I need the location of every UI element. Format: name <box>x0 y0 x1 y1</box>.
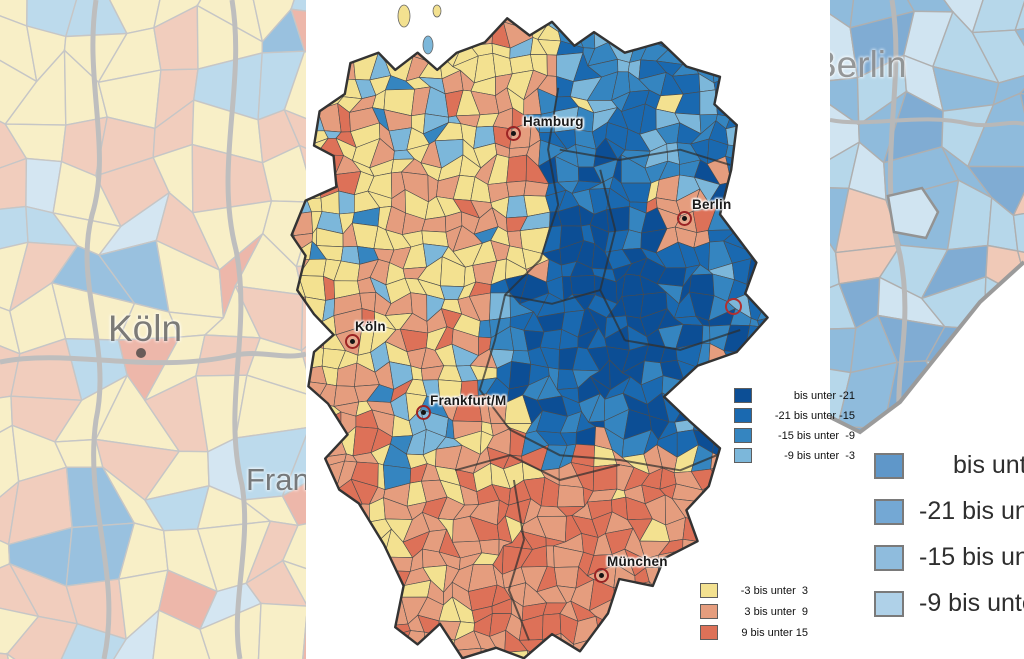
zoom-legend-row: bis unter -21 <box>874 451 1024 479</box>
zoom-legend-swatch <box>874 590 904 617</box>
legend-swatch <box>700 583 718 598</box>
legend-swatch <box>734 448 752 463</box>
left-panel-city-dot-icon <box>136 348 146 358</box>
zoom-legend-row: -9 bis unter -3 <box>874 589 1024 617</box>
legend-row: -15 bis unter -9 <box>734 428 855 443</box>
zoom-legend-row: -21 bis unter -15 <box>874 497 1024 525</box>
zoom-legend-label: -15 bis unter -9 <box>919 543 1024 571</box>
legend-row: -21 bis unter -15 <box>734 408 855 423</box>
right-panel-zoom-legend: bis unter -21 -21 bis unter -15 -15 bis … <box>874 451 1024 636</box>
germany-main-map: Hamburg Berlin Köln Frankfurt/M München … <box>280 0 855 659</box>
legend-cool: bis unter -21 -21 bis unter -15 -15 bis … <box>734 388 855 468</box>
city-label-frankfurt: Frankfurt/M <box>430 393 507 408</box>
legend-row: 9 bis unter 15 <box>700 625 808 640</box>
legend-row: bis unter -21 <box>734 388 855 403</box>
legend-swatch <box>734 408 752 423</box>
left-zoom-map-svg <box>0 0 306 659</box>
right-zoom-map-svg <box>830 0 1024 435</box>
legend-label: -21 bis unter -15 <box>774 409 855 422</box>
legend-label: 9 bis unter 15 <box>741 626 808 639</box>
legend-label: 3 bis unter 9 <box>744 605 808 618</box>
city-dot-koeln <box>345 334 360 349</box>
right-panel-city-label-berlin: Berlin <box>830 44 907 85</box>
city-label-koeln: Köln <box>355 319 386 334</box>
left-zoom-panel: Köln Frankfurt/M <box>0 0 306 659</box>
legend-label: -3 bis unter 3 <box>740 584 808 597</box>
zoom-legend-row: -15 bis unter -9 <box>874 543 1024 571</box>
city-dot-frankfurt <box>416 405 431 420</box>
city-dot-berlin <box>677 211 692 226</box>
legend-warm: -3 bis unter 3 3 bis unter 9 9 bis unter… <box>700 583 808 646</box>
left-panel-city-label-frankfurt: Frankfurt/M <box>246 462 306 497</box>
legend-swatch <box>700 625 718 640</box>
right-zoom-panel: Berlin bis unter -21 -21 bis unter -15 -… <box>830 0 1024 659</box>
legend-label: -15 bis unter -9 <box>777 429 855 442</box>
left-panel-city-label-koeln: Köln <box>108 308 183 349</box>
legend-swatch <box>734 388 752 403</box>
zoom-legend-label: bis unter -21 <box>953 451 1024 479</box>
legend-row: -9 bis unter -3 <box>734 448 855 463</box>
city-dot-muenchen <box>594 568 609 583</box>
city-label-berlin: Berlin <box>692 197 732 212</box>
city-label-muenchen: München <box>607 554 668 569</box>
legend-swatch <box>734 428 752 443</box>
zoom-legend-label: -9 bis unter -3 <box>919 589 1024 617</box>
zoom-legend-swatch <box>874 544 904 571</box>
legend-swatch <box>700 604 718 619</box>
zoom-legend-label: -21 bis unter -15 <box>919 497 1024 525</box>
legend-label: bis unter -21 <box>793 389 855 402</box>
zoom-legend-swatch <box>874 452 904 479</box>
city-dot-hamburg <box>506 126 521 141</box>
city-label-hamburg: Hamburg <box>523 114 584 129</box>
zoom-legend-swatch <box>874 498 904 525</box>
legend-label: -9 bis unter -3 <box>784 449 855 462</box>
legend-row: -3 bis unter 3 <box>700 583 808 598</box>
legend-row: 3 bis unter 9 <box>700 604 808 619</box>
district-highlight-ring <box>725 298 742 315</box>
